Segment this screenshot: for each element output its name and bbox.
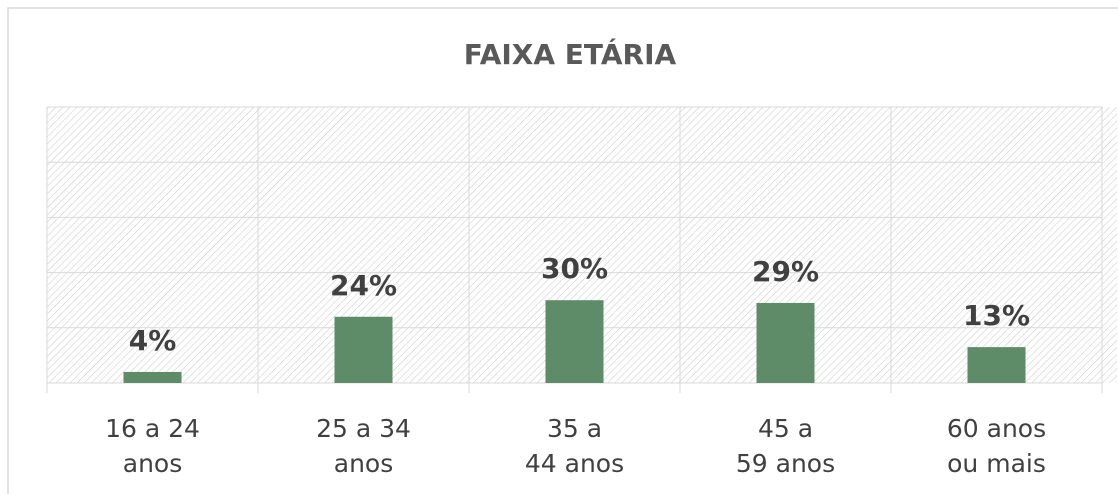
x-tick-label: 44 anos [525,449,624,478]
chart-title: FAIXA ETÁRIA [464,37,677,71]
data-label: 30% [541,252,608,285]
data-label: 24% [330,269,397,302]
bar [967,347,1026,383]
x-tick-label: 35 a [547,414,602,443]
x-tick-label: 16 a 24 [105,414,200,443]
bar [123,371,182,383]
x-tick-label: 25 a 34 [316,414,411,443]
bar [545,300,604,383]
data-label: 4% [129,324,177,357]
bar [756,302,815,383]
bar [334,316,393,383]
x-tick-label: anos [123,449,183,478]
data-label: 29% [752,255,819,288]
x-tick-label: anos [334,449,394,478]
x-tick-label: 60 anos [947,414,1046,443]
x-tick-label: 59 anos [736,449,835,478]
x-tick-label: ou mais [947,449,1046,478]
data-label: 13% [963,299,1030,332]
x-tick-label: 45 a [758,414,813,443]
